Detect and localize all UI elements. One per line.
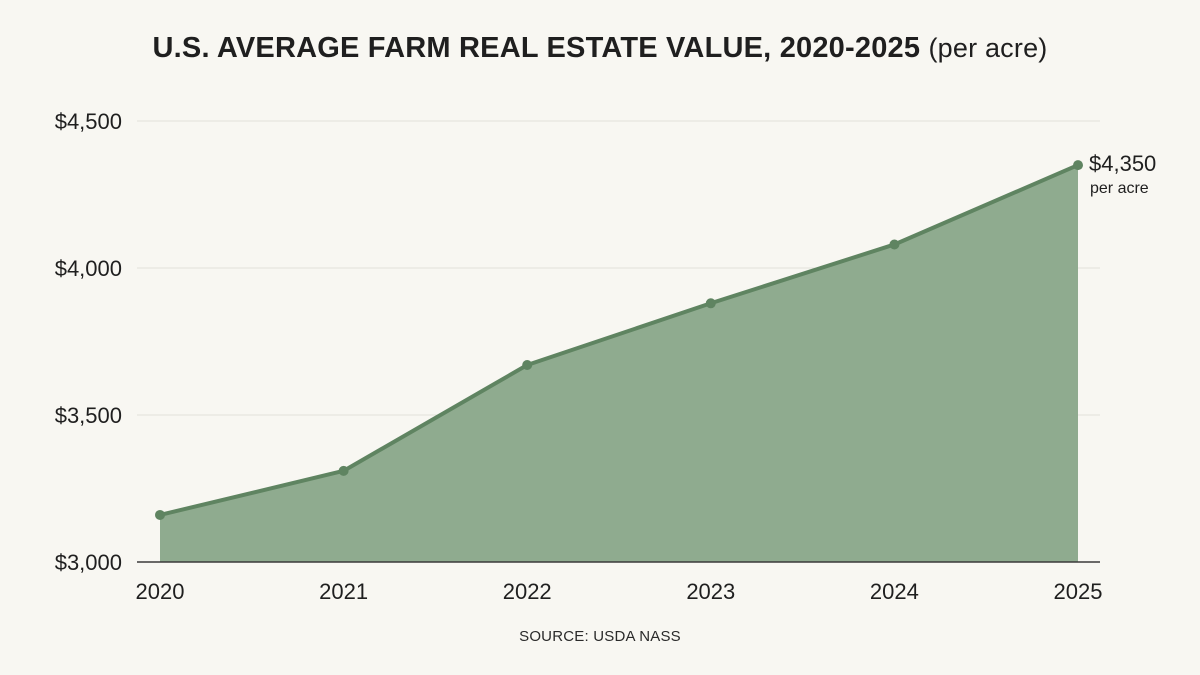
y-tick-label: $4,500 xyxy=(55,109,122,134)
source-note: SOURCE: USDA NASS xyxy=(519,628,681,645)
end-value-label: $4,350 per acre xyxy=(1089,151,1156,197)
data-point xyxy=(338,465,349,476)
x-tick-label: 2023 xyxy=(686,579,735,604)
chart-title-main: U.S. AVERAGE FARM REAL ESTATE VALUE, 202… xyxy=(152,32,921,64)
y-tick-label: $4,000 xyxy=(55,256,122,281)
x-tick-label: 2020 xyxy=(136,579,185,604)
tick-labels: $3,000 $3,500 $4,000 $4,500 2020 2021 2022 2023… xyxy=(55,109,1103,604)
end-value-text: $4,350 xyxy=(1089,151,1156,176)
data-points xyxy=(155,160,1083,520)
y-tick-label: $3,500 xyxy=(55,403,122,428)
chart-title: U.S. AVERAGE FARM REAL ESTATE VALUE, 202… xyxy=(0,32,1200,65)
x-tick-label: 2021 xyxy=(319,579,368,604)
series-line xyxy=(158,163,1080,517)
x-tick-label: 2022 xyxy=(503,579,552,604)
end-value-unit: per acre xyxy=(1090,180,1149,197)
area-fill xyxy=(160,165,1078,562)
chart-title-unit: (per acre) xyxy=(928,33,1048,63)
series-line-layer xyxy=(158,163,1080,517)
x-tick-label: 2024 xyxy=(870,579,919,604)
data-point xyxy=(1073,160,1083,171)
data-point xyxy=(705,298,716,309)
y-tick-label: $3,000 xyxy=(55,550,122,575)
area-fill-layer xyxy=(160,165,1078,562)
data-point xyxy=(889,239,900,250)
data-point xyxy=(522,360,533,371)
x-tick-label: 2025 xyxy=(1054,579,1103,604)
data-point xyxy=(155,509,165,520)
